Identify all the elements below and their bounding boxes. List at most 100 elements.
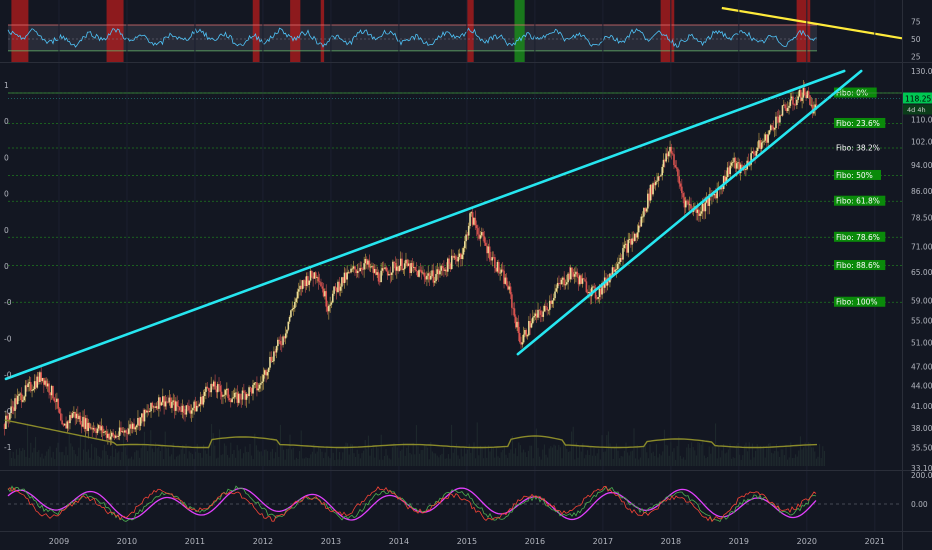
candlestick [686,200,688,202]
oscillator-pane[interactable] [7,485,902,523]
candlestick [15,398,18,405]
candlestick [773,128,776,130]
candlestick [122,431,125,433]
candlestick [36,376,39,388]
candlestick [320,282,322,287]
candlestick [6,415,9,419]
candlestick [77,413,79,420]
candlestick [144,409,147,413]
candlestick [592,286,594,288]
candlestick [226,388,228,391]
candlestick [732,162,734,163]
candlestick [46,383,49,387]
candlestick [216,384,219,393]
candlestick [752,151,755,155]
candlestick [559,283,562,285]
candlestick [31,390,33,392]
candlestick [734,157,737,169]
candlestick [545,305,547,308]
candlestick [347,271,350,273]
candlestick [496,261,499,272]
last-price-label: 118.25 [905,94,931,103]
candlestick [534,313,537,317]
candlestick [165,401,168,403]
candlestick [250,388,253,394]
candlestick [164,401,167,407]
candlestick [671,153,674,155]
volume-moving-average-line [4,419,818,449]
price-axis[interactable]: 130.00 110.00 102.00 94.00 86.00 78.50 71.00 65… [903,18,932,510]
candlestick [172,400,175,402]
candlestick [296,291,299,299]
candlestick [37,376,40,383]
candlestick [469,213,471,226]
candlestick [184,412,186,415]
candlestick [168,397,171,403]
price-tick-label: 35.50 [911,444,932,453]
candlestick [751,151,754,154]
candlestick [720,187,722,190]
time-tick-label: 2019 [729,537,749,546]
candlestick [482,232,484,237]
main-price-pane[interactable]: Fibo: 0%Fibo: 23.6%Fibo: 38.2%Fibo: 50%F… [3,0,902,531]
candlestick [342,277,345,284]
candlestick [652,183,654,195]
candlestick [61,420,63,425]
candlestick [379,281,381,283]
candlestick [50,385,53,396]
rsi-overbought-zone [11,0,29,62]
candlestick [477,228,479,235]
candlestick [491,257,494,261]
candlestick [246,394,249,397]
candlestick [380,270,382,283]
candlestick [118,427,121,436]
candlestick [599,288,602,295]
candlestick [781,105,784,116]
candlestick [622,248,624,260]
candlestick [631,238,633,245]
candlestick [707,198,709,206]
fibonacci-level-label: Fibo: 100% [836,298,878,307]
candlestick [407,263,410,266]
candlestick [212,381,215,387]
rsi-oversold-zone [514,0,525,62]
candlestick [426,275,428,280]
candlestick [712,194,715,196]
fibonacci-label-box [834,87,877,98]
candlestick [195,405,198,412]
time-axis[interactable]: 2009 2010 2011 2012 2013 2014 2015 2016 2017 2018… [49,537,885,546]
candlestick [146,410,148,413]
candlestick [129,424,131,429]
candlestick [161,396,164,403]
fibonacci-label-box [834,169,881,180]
candlestick [575,271,577,275]
candlestick [531,317,534,324]
candlestick [649,184,652,201]
candlestick [456,259,458,262]
candlestick [633,233,636,241]
candlestick [186,405,189,407]
candlestick [580,275,582,284]
candlestick [134,427,137,430]
candlestick [111,432,113,437]
candlestick [252,384,254,394]
candlestick [359,267,362,272]
candlestick [329,304,331,306]
candlestick [721,187,724,190]
candlestick [154,406,156,409]
candlestick [173,400,176,411]
candlestick [176,401,178,407]
candlestick [764,134,767,141]
candlestick [783,104,785,106]
candlestick [406,259,409,266]
candlestick [437,269,440,275]
candlestick [116,435,118,437]
candlestick [28,382,31,384]
rsi-pane[interactable] [7,0,903,62]
candlestick [228,398,231,401]
candlestick [190,410,193,414]
candlestick [171,401,173,408]
candlestick [494,257,496,269]
candlestick [74,411,77,419]
